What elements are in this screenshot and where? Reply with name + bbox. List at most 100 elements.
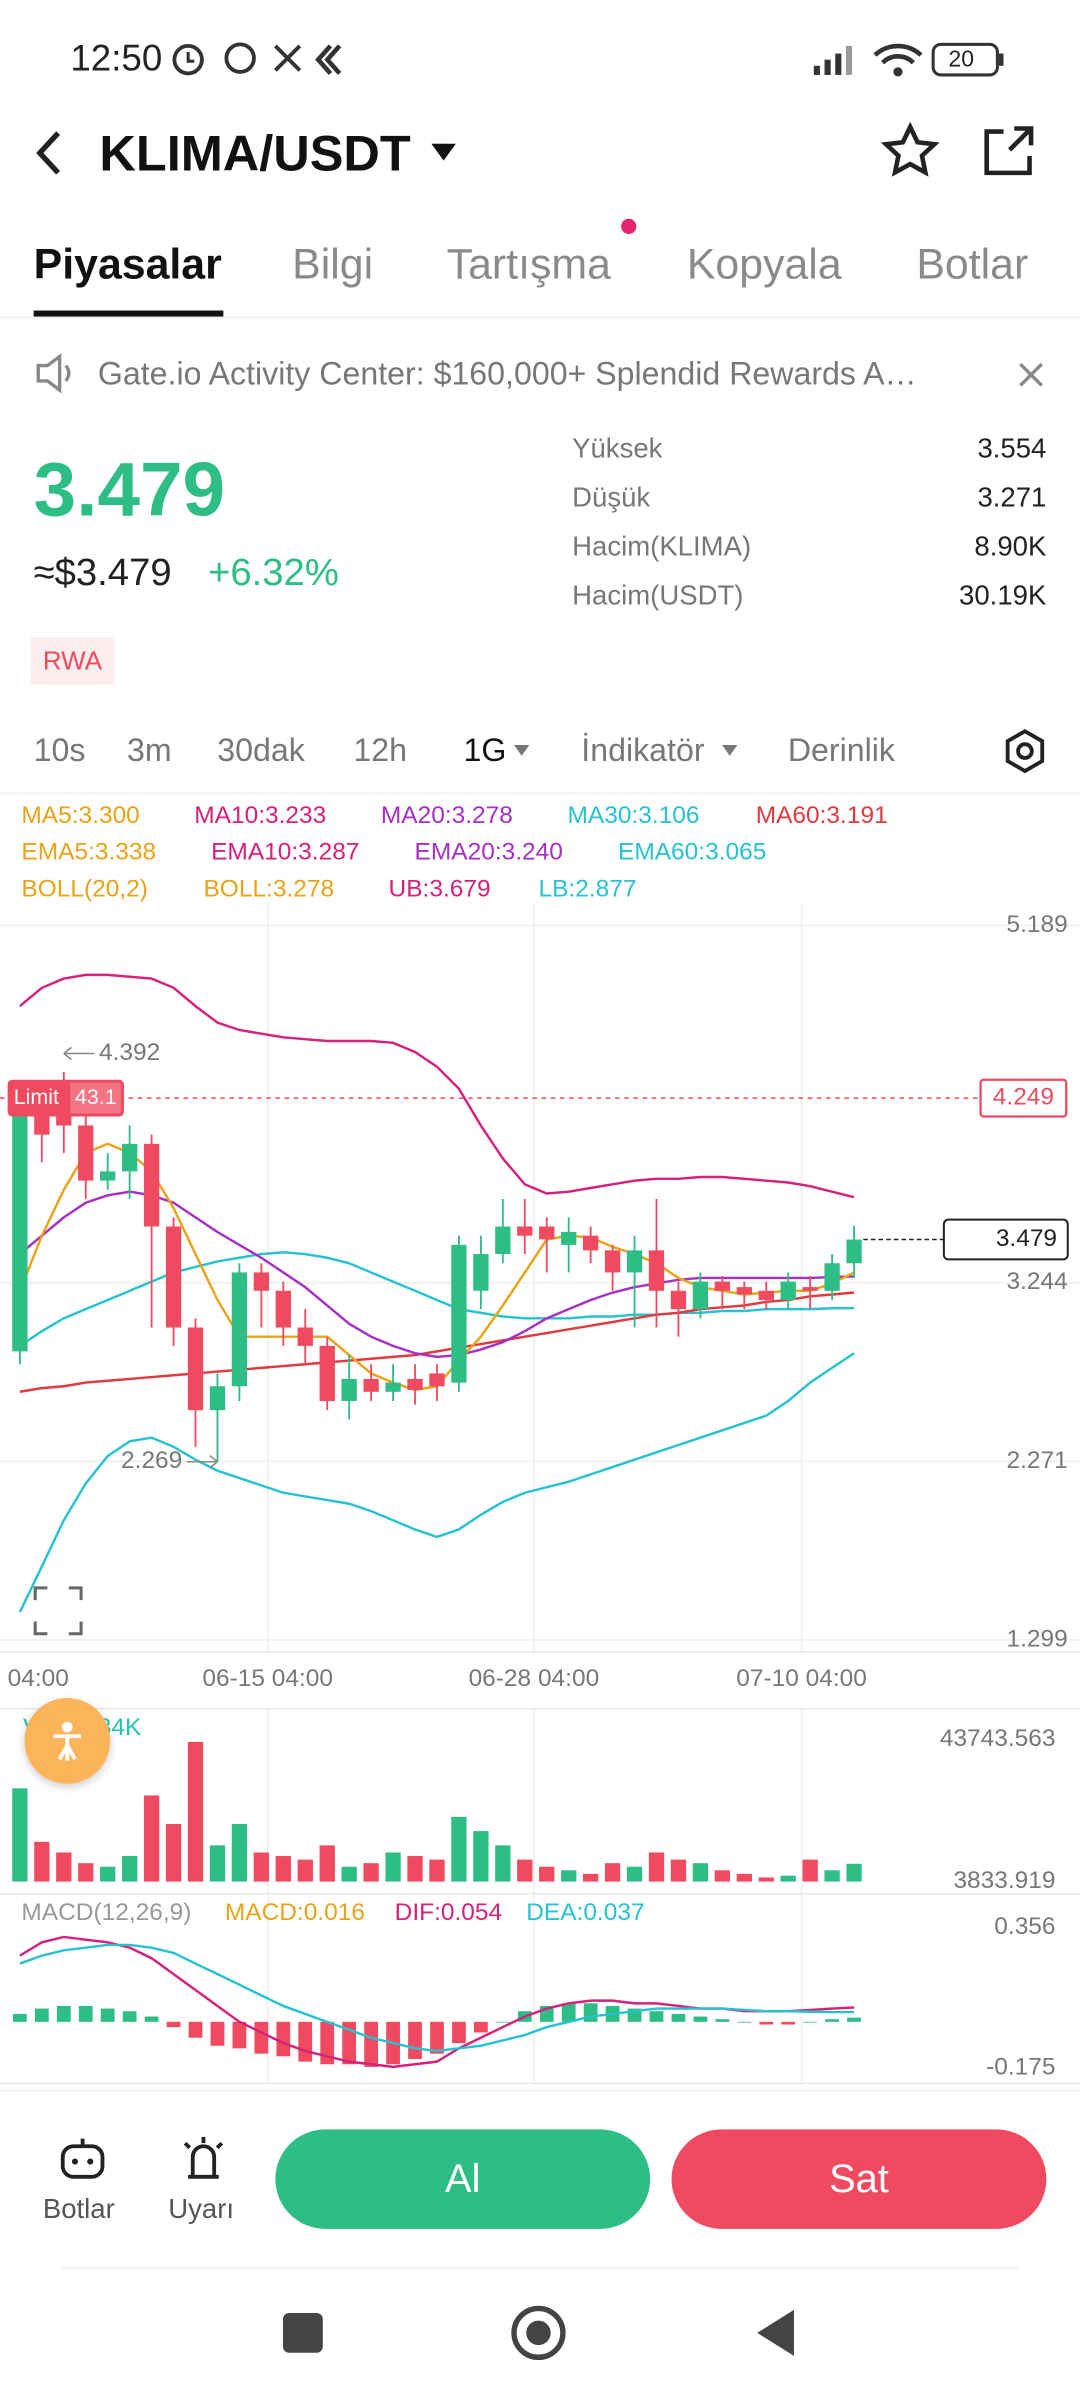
indicator-value: EMA60:3.065 [618, 839, 767, 866]
macd-bar [473, 2021, 488, 2033]
interval[interactable]: 30dak [217, 733, 305, 769]
y-tick-label: 1.299 [1007, 1625, 1068, 1652]
indicator-value: EMA5:3.338 [21, 839, 157, 866]
tab-underline [33, 310, 224, 317]
macd-bar [715, 2019, 730, 2022]
indicator-value: MA20:3.278 [380, 803, 513, 830]
volume-bar [539, 1866, 555, 1882]
bots-label[interactable]: Botlar [42, 2193, 115, 2225]
candle-body [780, 1281, 796, 1300]
volume-bar [363, 1863, 379, 1882]
macd-legend: MACD:0.016 [225, 1899, 365, 1926]
stat-value: 3.271 [977, 481, 1047, 513]
favorite-button[interactable] [881, 122, 940, 180]
macd-bar [408, 2021, 422, 2059]
volume-bar [407, 1856, 423, 1882]
nav-recents[interactable] [283, 2312, 323, 2353]
interval[interactable]: 10s [33, 733, 86, 769]
stat-value: 8.90K [974, 530, 1047, 562]
macd-bar [671, 2013, 686, 2022]
candle-body [231, 1272, 248, 1387]
interval-selected[interactable]: 1G [463, 733, 507, 769]
macd-tick-label: 0.356 [994, 1913, 1055, 1940]
chart-settings[interactable] [1002, 728, 1048, 774]
current-price-box [942, 1218, 1069, 1261]
tab[interactable]: Kopyala [686, 240, 842, 288]
volume-bar [121, 1856, 138, 1882]
candle-body [12, 1116, 28, 1352]
volume-bar [604, 1863, 621, 1882]
announcement[interactable]: Gate.io Activity Center: $160,000+ Splen… [97, 357, 917, 393]
pair-dropdown[interactable] [428, 141, 459, 165]
x-tick-label: 06-15 04:00 [202, 1665, 333, 1692]
alerts-label[interactable]: Uyarı [168, 2193, 235, 2225]
dropdown-arrow [722, 744, 738, 756]
price-change: +6.32% [208, 551, 339, 595]
volume-bar [319, 1845, 335, 1882]
candle-body [187, 1327, 204, 1411]
candle-body [209, 1386, 226, 1411]
volume-bar [187, 1741, 204, 1882]
interval[interactable]: 12h [353, 733, 407, 769]
depth-tab[interactable]: Derinlik [787, 733, 895, 769]
volume-bar [802, 1859, 818, 1882]
nav-back[interactable] [757, 2309, 794, 2356]
volume-bar [341, 1866, 357, 1882]
candle-body [626, 1250, 643, 1273]
divider [0, 792, 1080, 794]
min-arrow [186, 1455, 218, 1469]
navigation-bar [283, 2305, 794, 2361]
macd-bar [342, 2021, 357, 2065]
alert-icon[interactable] [179, 2134, 228, 2183]
macd-bar [737, 2021, 752, 2023]
bots-icon[interactable] [57, 2134, 109, 2183]
close-banner[interactable] [1016, 359, 1047, 390]
indicator-value: EMA10:3.287 [211, 839, 360, 866]
asset-tag: RWA [30, 637, 115, 685]
volume-bar [824, 1870, 840, 1882]
interval[interactable]: 3m [126, 733, 172, 769]
volume-bar [451, 1816, 467, 1882]
limit-amount: 43.1 [75, 1085, 117, 1109]
tab[interactable]: Botlar [916, 240, 1029, 288]
nav-home[interactable] [511, 2305, 566, 2361]
stat-label: Hacim(USDT) [572, 579, 744, 611]
stat-label: Düşük [572, 481, 651, 513]
candle-body [363, 1378, 379, 1392]
buy-button[interactable]: Al [275, 2129, 651, 2229]
limit-amount-bg [70, 1082, 121, 1114]
indicator-line [19, 1251, 855, 1347]
share-button[interactable] [979, 122, 1037, 180]
volume-bar [56, 1852, 72, 1882]
limit-price: 4.249 [993, 1084, 1054, 1111]
candle-body [648, 1250, 665, 1291]
candle-body [517, 1226, 533, 1236]
y-tick-label: 3.244 [1007, 1268, 1068, 1295]
candle-body [670, 1290, 687, 1310]
candle-body [297, 1327, 313, 1346]
stat-value: 3.554 [977, 432, 1047, 464]
candle-body [582, 1235, 599, 1251]
max-arrow [63, 1046, 95, 1061]
kline-chart: 5.189 3.244 2.271 1.299 04:00 06-15 04:00 06-2… [0, 902, 1080, 2085]
indicator-menu[interactable]: İndikatör [581, 733, 705, 769]
pair-title[interactable]: KLIMA/USDT [99, 124, 411, 182]
macd-bar [13, 2013, 27, 2022]
x-tick-label: 04:00 [8, 1665, 69, 1692]
speaker-icon [36, 353, 71, 394]
tab[interactable]: Tartışma [446, 240, 611, 288]
macd-tick-label: -0.175 [986, 2054, 1055, 2081]
tab[interactable]: Piyasalar [33, 240, 222, 288]
candle-body [319, 1345, 335, 1401]
assistant-icon [53, 1721, 82, 1761]
sell-button[interactable]: Sat [671, 2129, 1047, 2229]
candle-body [736, 1287, 752, 1295]
volume-bar [297, 1859, 313, 1882]
candle-body [824, 1263, 840, 1291]
indicator-value: BOLL(20,2) [21, 876, 148, 903]
back-button[interactable] [31, 128, 77, 177]
tab[interactable]: Bilgi [292, 240, 374, 288]
indicator-value: EMA20:3.240 [414, 839, 563, 866]
volume-bar [495, 1845, 511, 1882]
